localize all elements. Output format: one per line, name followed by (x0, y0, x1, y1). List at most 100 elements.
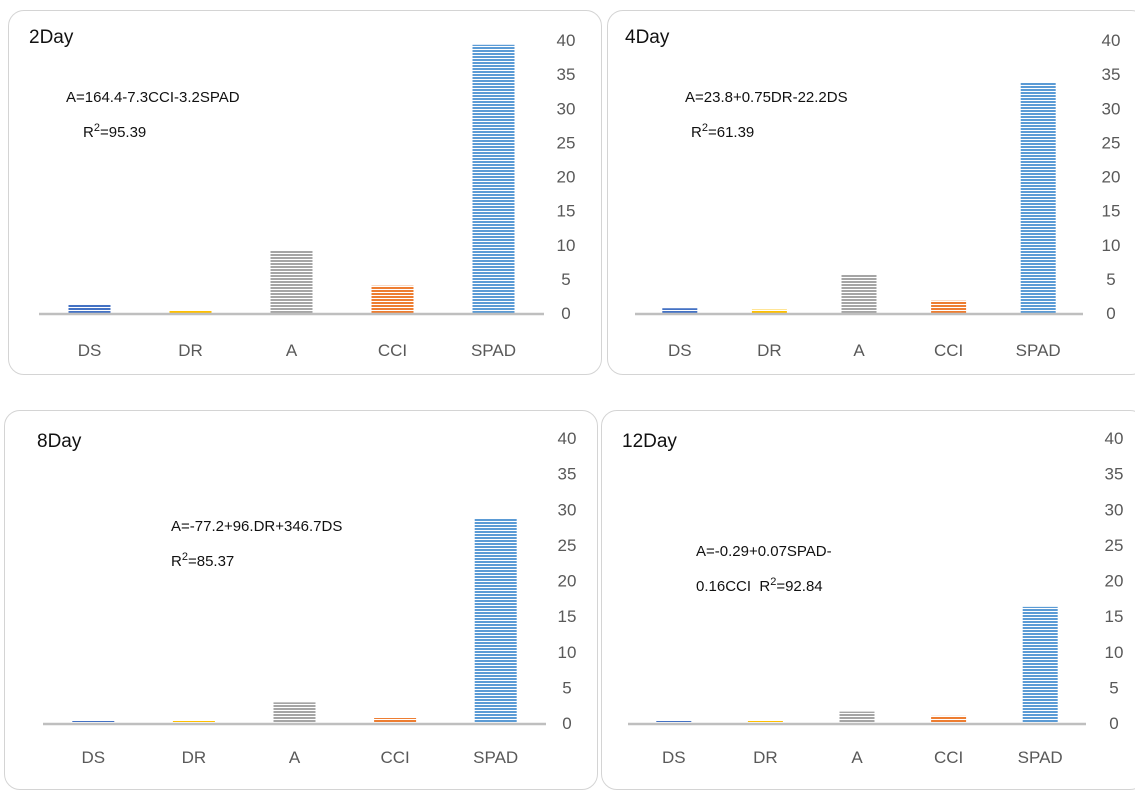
chart-panel-2day: 2Day A=164.4-7.3CCI-3.2SPAD R2=95.39 0 5 1… (8, 10, 602, 375)
y-tick-label: 10 (558, 643, 577, 662)
x-tick-label: SPAD (473, 748, 518, 767)
chart-panel-4day: 4Day A=23.8+0.75DR-22.2DS R2=61.39 0 5 10 1… (607, 10, 1135, 375)
y-tick-label: 20 (558, 572, 577, 591)
r-squared-label: R (691, 124, 702, 141)
regression-equation: A=23.8+0.75DR-22.2DS (685, 89, 848, 106)
r-squared-label: R (171, 553, 182, 570)
x-tick-label: DS (81, 748, 105, 767)
r-squared-value: =95.39 (99, 124, 147, 141)
x-tick-label: A (851, 748, 863, 767)
bar-dr (169, 310, 212, 313)
y-tick-label: 30 (557, 99, 576, 118)
bar-a (270, 250, 313, 313)
y-tick-label: 40 (557, 31, 576, 50)
regression-annotation: A=164.4-7.3CCI-3.2SPAD R2=95.39 (66, 83, 240, 148)
bar-ds (68, 304, 111, 313)
y-tick-label: 10 (1102, 236, 1121, 255)
x-tick-label: CCI (934, 748, 963, 767)
y-tick-label: 0 (561, 304, 570, 323)
x-tick-label: DR (178, 341, 203, 360)
x-tick-label: SPAD (1016, 341, 1061, 360)
bar-spad (474, 518, 517, 723)
y-tick-label: 25 (557, 133, 576, 152)
y-tick-label: 5 (1106, 270, 1115, 289)
y-tick-label: 25 (1102, 133, 1121, 152)
bar-cci (371, 285, 414, 313)
bar-a (839, 711, 875, 723)
y-tick-label: 0 (1106, 304, 1115, 323)
regression-annotation: A=23.8+0.75DR-22.2DS R2=61.39 (685, 83, 848, 148)
x-tick-label: DR (182, 748, 207, 767)
y-tick-label: 30 (1105, 500, 1124, 519)
x-tick-label: A (853, 341, 865, 360)
y-tick-label: 15 (558, 607, 577, 626)
y-tick-label: 10 (1105, 643, 1124, 662)
bar-a (841, 274, 877, 313)
bar-chart-4day: 0 5 10 15 20 25 30 35 40 DS DR A CCI SPAD (635, 31, 1121, 360)
chart-panel-8day: 8Day A=-77.2+96.DR+346.7DS R2=85.37 0 5 10… (4, 410, 598, 790)
bar-chart-12day: 0 5 10 15 20 25 30 35 40 DS DR A CCI SPAD (628, 429, 1124, 767)
bar-cci (931, 715, 967, 723)
chart-title: 12Day (622, 431, 677, 452)
x-tick-label: A (289, 748, 301, 767)
bar-ds (72, 721, 115, 723)
x-tick-label: CCI (378, 341, 407, 360)
y-tick-label: 30 (1102, 99, 1121, 118)
y-tick-label: 20 (1102, 168, 1121, 187)
bar-dr (747, 721, 783, 723)
r-squared-label: R (83, 124, 94, 141)
y-tick-label: 20 (1105, 572, 1124, 591)
r-squared-superscript: 2 (701, 122, 708, 134)
x-tick-label: SPAD (471, 341, 516, 360)
x-tick-label: SPAD (1018, 748, 1063, 767)
bar-cci (374, 718, 417, 723)
y-tick-label: 35 (1102, 65, 1121, 84)
x-tick-label: DS (668, 341, 692, 360)
y-tick-label: 40 (1105, 429, 1124, 448)
y-tick-label: 25 (558, 536, 577, 555)
r-squared-value: =92.84 (776, 578, 823, 595)
x-tick-label: DR (753, 748, 778, 767)
bar-spad (1020, 82, 1056, 313)
regression-annotation: A=-77.2+96.DR+346.7DS R2=85.37 (171, 512, 342, 577)
r-squared-superscript: 2 (93, 122, 100, 134)
bar-cci (931, 300, 967, 313)
regression-annotation: A=-0.29+0.07SPAD- 0.16CCI R2=92.84 (696, 537, 832, 602)
bar-chart-8day: 0 5 10 15 20 25 30 35 40 DS DR A CCI SPAD (43, 429, 577, 767)
bar-dr (172, 721, 215, 723)
y-tick-label: 15 (557, 202, 576, 221)
y-tick-label: 25 (1105, 536, 1124, 555)
r-squared-superscript: 2 (770, 576, 777, 588)
y-tick-label: 35 (1105, 465, 1124, 484)
y-tick-label: 20 (557, 168, 576, 187)
r-squared-value: =61.39 (707, 124, 755, 141)
x-tick-label: CCI (934, 341, 963, 360)
y-tick-label: 40 (558, 429, 577, 448)
regression-equation: A=164.4-7.3CCI-3.2SPAD (66, 89, 240, 106)
y-tick-label: 10 (557, 236, 576, 255)
bar-ds (662, 308, 698, 313)
regression-equation: A=-0.29+0.07SPAD- (696, 543, 832, 560)
y-tick-label: 0 (1109, 714, 1118, 733)
bar-a (273, 702, 316, 723)
y-tick-label: 15 (1105, 607, 1124, 626)
y-tick-label: 5 (561, 270, 570, 289)
bar-spad (1022, 606, 1058, 723)
y-tick-label: 5 (562, 678, 571, 697)
chart-title: 2Day (29, 27, 74, 48)
y-tick-label: 0 (562, 714, 571, 733)
y-tick-label: 5 (1109, 678, 1118, 697)
chart-panel-12day: 12Day A=-0.29+0.07SPAD- 0.16CCI R2=92.84… (601, 410, 1135, 790)
y-tick-label: 40 (1102, 31, 1121, 50)
bar-dr (751, 309, 787, 313)
y-tick-label: 35 (558, 465, 577, 484)
chart-title: 4Day (625, 27, 670, 48)
x-tick-label: DR (757, 341, 782, 360)
regression-equation: A=-77.2+96.DR+346.7DS (171, 518, 343, 535)
r-squared-value: =85.37 (187, 553, 235, 570)
x-tick-label: A (286, 341, 298, 360)
x-tick-label: CCI (380, 748, 409, 767)
bar-spad (472, 44, 515, 314)
y-tick-label: 15 (1102, 202, 1121, 221)
r-squared-label: 0.16CCI R (696, 578, 771, 595)
